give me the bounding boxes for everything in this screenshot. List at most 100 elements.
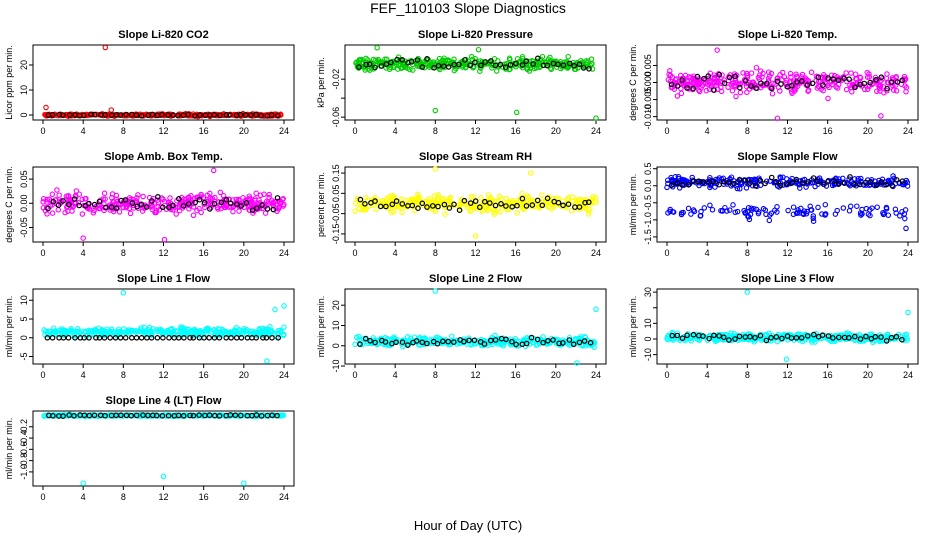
- data-point: [82, 196, 88, 202]
- y-tick-label: 30: [643, 287, 653, 297]
- y-tick-label: 0.000: [643, 71, 653, 94]
- data-point: [69, 208, 75, 214]
- data-point: [884, 71, 890, 77]
- reference-point: [218, 199, 225, 206]
- x-tick-label: 24: [903, 248, 913, 258]
- y-tick-label: -0.05: [331, 203, 341, 224]
- data-point: [885, 212, 892, 218]
- reference-point: [159, 111, 165, 118]
- reference-point: [249, 207, 256, 214]
- panel-7: Slope Line 1 Flow 0 4 8 12 16 20 24 -5 0 5 10 ml/min…: [4, 273, 295, 380]
- y-axis-label: ml/min per min.: [316, 296, 326, 358]
- reference-point: [830, 76, 836, 82]
- data-point: [477, 68, 483, 74]
- reference-point: [143, 204, 150, 210]
- data-point: [857, 75, 864, 81]
- reference-point: [488, 58, 494, 64]
- data-points: [41, 290, 287, 364]
- y-tick-label: -10: [331, 360, 341, 373]
- data-point: [140, 193, 146, 200]
- plot-frame: [656, 288, 919, 365]
- reference-point: [243, 112, 249, 118]
- data-point: [280, 196, 286, 202]
- x-tick-label: 12: [470, 370, 480, 380]
- data-point: [547, 54, 553, 61]
- reference-point: [186, 201, 192, 207]
- data-point: [101, 190, 108, 197]
- data-point: [732, 75, 739, 82]
- data-point: [222, 204, 229, 211]
- reference-point: [253, 111, 259, 118]
- reference-point: [71, 196, 78, 202]
- reference-point: [192, 199, 199, 206]
- data-point: [704, 81, 711, 87]
- y-tick-label: -10: [643, 348, 653, 361]
- reference-point: [701, 75, 707, 82]
- reference-point: [555, 61, 561, 68]
- data-point: [588, 56, 595, 62]
- data-point: [785, 207, 791, 214]
- data-point: [822, 201, 829, 208]
- reference-point: [264, 206, 271, 212]
- data-point: [808, 69, 815, 76]
- reference-point: [497, 61, 504, 68]
- outlier-point: [272, 306, 278, 313]
- data-point: [725, 77, 732, 84]
- data-point: [261, 113, 267, 119]
- data-point: [902, 215, 908, 222]
- data-point: [49, 201, 55, 208]
- data-point: [123, 203, 130, 210]
- outlier-point: [120, 290, 127, 296]
- reference-point: [809, 80, 816, 87]
- reference-point: [211, 201, 218, 207]
- reference-point: [81, 112, 87, 119]
- x-tick-label: 8: [745, 370, 750, 380]
- data-point: [866, 71, 872, 77]
- data-point: [834, 85, 841, 91]
- data-point: [793, 73, 800, 80]
- reference-point: [456, 61, 462, 68]
- data-point: [450, 59, 457, 66]
- data-point: [849, 89, 855, 95]
- x-tick-label: 16: [511, 248, 521, 258]
- outlier-point: [527, 170, 534, 176]
- data-point: [217, 189, 224, 196]
- y-tick-label: 0: [19, 335, 29, 340]
- outlier-point: [472, 233, 479, 239]
- data-point: [116, 209, 123, 215]
- data-point: [680, 80, 686, 86]
- data-point: [356, 57, 363, 63]
- reference-point: [798, 78, 805, 84]
- x-tick-label: 12: [158, 126, 168, 136]
- reference-point: [91, 111, 98, 118]
- outlier-point: [744, 289, 751, 295]
- y-tick-label: 10: [19, 85, 29, 95]
- reference-point: [684, 85, 690, 91]
- reference-point: [160, 204, 166, 211]
- data-point: [843, 86, 850, 93]
- reference-point: [268, 112, 275, 118]
- data-point: [524, 65, 531, 71]
- data-point: [507, 56, 513, 63]
- reference-point: [804, 82, 811, 88]
- x-tick-label: 8: [121, 126, 126, 136]
- panel-title: Slope Line 3 Flow: [741, 273, 834, 285]
- x-tick-label: 4: [393, 370, 398, 380]
- x-axis-label: Hour of Day (UTC): [414, 518, 522, 533]
- reference-point: [774, 78, 781, 85]
- x-tick-label: 8: [121, 248, 126, 258]
- data-point: [848, 70, 854, 76]
- data-point: [246, 207, 253, 213]
- x-tick-label: 20: [551, 126, 561, 136]
- data-point: [769, 90, 776, 97]
- reference-point: [445, 64, 452, 70]
- y-axis-label: ml/min per min.: [4, 418, 14, 480]
- reference-point: [825, 75, 832, 81]
- data-point: [100, 196, 106, 202]
- reference-point: [50, 198, 57, 205]
- reference-point: [878, 74, 885, 81]
- reference-point: [258, 112, 265, 119]
- data-points: [352, 288, 599, 366]
- data-point: [902, 83, 908, 89]
- data-point: [584, 60, 590, 66]
